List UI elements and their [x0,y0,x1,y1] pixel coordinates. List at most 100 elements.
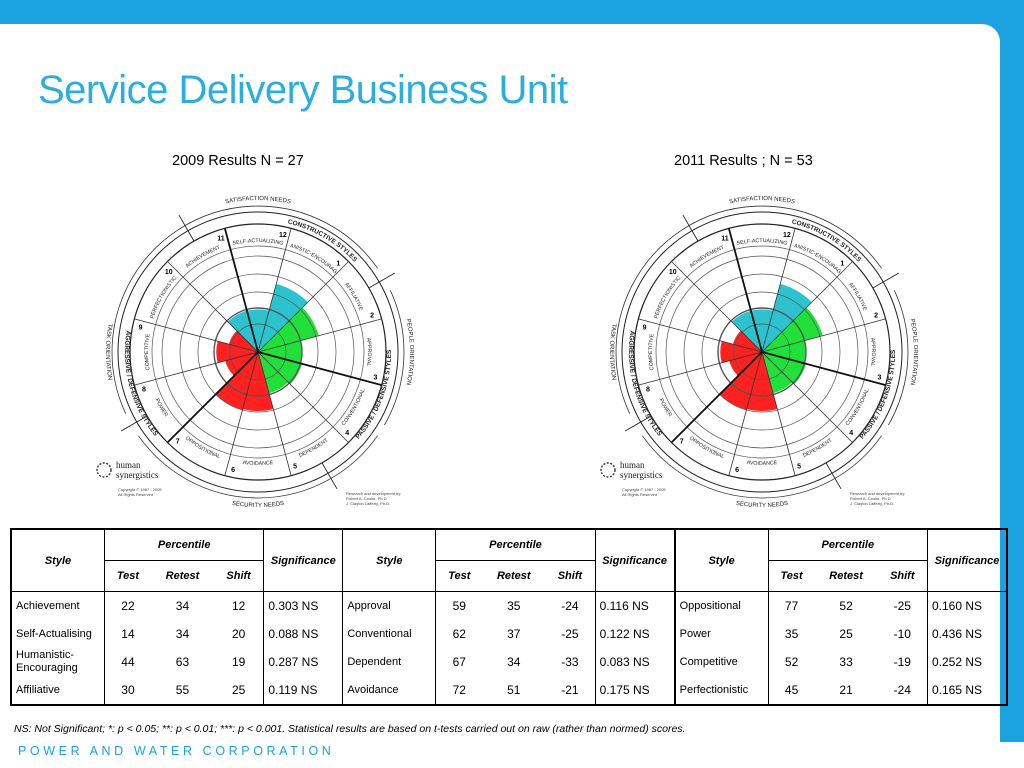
sector-number: 6 [735,467,739,474]
data-wedge [242,352,274,412]
sector-divider [761,351,796,476]
header-retest: Retest [496,570,531,582]
axis-extension [682,214,699,242]
sector-divider [167,261,259,353]
sector-number: 4 [849,430,853,437]
grid-ring [701,291,823,413]
cluster-divider [257,351,382,386]
retest-cell: 63 [175,655,190,669]
style-label: APPROVAL [869,337,876,366]
cluster-divider [166,351,259,444]
retest-cell: 34 [175,627,190,641]
header-style: Style [674,529,769,592]
style-cell: Power [674,620,769,648]
data-wedge [247,309,269,352]
data-wedge [258,340,302,364]
footer-band [0,742,1024,768]
outer-ring [633,223,891,481]
style-cell: Approval [342,591,436,620]
axis-extension [624,415,652,432]
data-wedge [732,330,762,352]
sector-number: 10 [165,269,173,276]
brand-human: human [116,460,141,470]
research-credit: Research and development by: [850,491,905,496]
sector-number: 9 [139,325,143,332]
style-label: AFFILIATIVE [847,282,868,312]
sector-divider [257,351,292,476]
copyright-text: Copyright © 1987 - 2005 [118,487,162,492]
sector-divider [224,351,259,476]
header-retest: Retest [829,570,863,582]
retest-cell: 37 [507,627,521,641]
data-wedge [215,352,258,410]
research-credit: J. Clayton Lafferty, Ph.D. [850,501,894,506]
sector-number: 12 [783,232,791,239]
grid-ring [161,255,355,449]
shift-cell: -33 [561,655,579,669]
copyright-text: Copyright © 1987 - 2005 [622,487,666,492]
orientation-arc [138,435,378,499]
sector-number: 9 [643,325,647,332]
axis-extension [120,415,148,432]
orientation-arc [642,435,882,499]
research-credit: Research and development by: [346,491,401,496]
data-wedge [227,310,258,352]
test-cell: 44 [103,648,151,676]
grid-ring [665,255,859,449]
header-style: Style [342,529,437,592]
data-wedge [762,283,812,352]
significance-note: NS: Not Significant; *: p < 0.05; **: p … [14,723,686,735]
sector-number: 5 [797,464,801,471]
sector-number: 8 [646,387,650,394]
shift-cell: -24 [561,599,579,613]
security-label: SECURITY NEEDS [735,501,788,509]
style-cell: Dependent [342,648,436,676]
test-cell: 67 [435,648,483,676]
sector-number: 3 [877,374,881,381]
logo-mark [600,462,616,478]
brand-synergistics: synergistics [620,470,663,480]
copyright-text: All Rights Reserved [118,492,153,497]
orientation-arc [615,278,636,414]
data-wedge [719,352,762,410]
axis-extension [872,272,900,289]
style-label: SELF-ACTUALIZING [232,238,283,247]
orientation-arc [111,278,132,414]
grid-ring [229,323,287,381]
sector-number: 12 [279,232,287,239]
shift-cell: -19 [893,655,911,669]
header-shift: Shift [877,560,928,592]
style-label: OPPOSITIONAL [688,435,725,460]
sector-divider [134,351,259,386]
header-significance: Significance [595,529,676,592]
significance-cell: 0.160 NS [927,591,1008,620]
significance-cell: 0.303 NS [263,591,344,620]
sector-divider [257,261,349,353]
data-wedge [731,310,762,352]
people-label: PEOPLE ORIENTATION [404,318,414,385]
style-cell: Achievement [10,591,105,620]
axis-extension [825,462,842,490]
data-wedge [225,352,258,376]
sector-number: 3 [373,374,377,381]
sector-number: 7 [176,439,180,446]
table-row: Achievement 22 34 12 0.303 NS Approval 59 35 -24… [10,591,1008,620]
brand-synergistics: synergistics [116,470,159,480]
retest-cell: 21 [839,683,853,697]
sector-divider [257,318,382,353]
test-cell: 59 [435,591,483,620]
header-style: Style [10,529,105,592]
data-wedge [258,352,302,385]
data-wedge [216,341,258,363]
significance-cell: 0.088 NS [263,620,344,648]
style-cell: Affiliative [10,676,105,705]
sector-divider [671,261,763,353]
significance-cell: 0.165 NS [927,676,1008,705]
style-label: PERFECTIONISTIC [653,275,682,320]
style-label: OPPOSITIONAL [184,435,221,460]
orientation-arc [635,205,882,280]
header-test: Test [448,570,471,582]
grid-ring [151,245,365,459]
grid-ring [197,291,319,413]
style-label: POWER [658,398,673,418]
